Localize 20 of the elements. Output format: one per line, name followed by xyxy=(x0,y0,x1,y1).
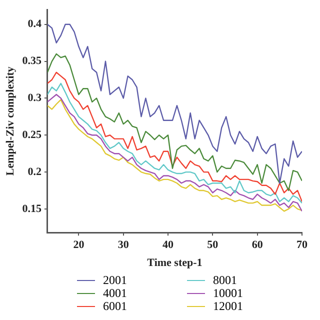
y-tick-label: 0.35 xyxy=(22,55,42,68)
legend-label: 12001 xyxy=(213,299,243,314)
x-tick-label: 50 xyxy=(207,239,219,252)
x-tick-label: 30 xyxy=(118,239,130,252)
legend-label: 8001 xyxy=(213,273,237,288)
x-tick-label: 70 xyxy=(296,239,308,252)
y-tick-label: 0.3 xyxy=(28,92,42,104)
x-tick-label: 20 xyxy=(73,239,85,252)
legend-label: 10001 xyxy=(213,286,243,301)
legend-label: 2001 xyxy=(103,273,127,288)
x-tick-label: 60 xyxy=(252,239,264,252)
y-tick-label: 0.25 xyxy=(22,128,42,141)
legend-label: 4001 xyxy=(103,286,127,301)
y-tick-label: 0.15 xyxy=(22,202,42,215)
legend-label: 6001 xyxy=(103,299,127,314)
y-axis-title: Lempel-Ziv complexity xyxy=(4,66,16,176)
x-tick-label: 40 xyxy=(162,239,174,252)
y-tick-label: 0.2 xyxy=(28,166,42,178)
x-axis-title: Time step-1 xyxy=(147,257,202,270)
y-tick-label: 0.4 xyxy=(28,18,42,30)
